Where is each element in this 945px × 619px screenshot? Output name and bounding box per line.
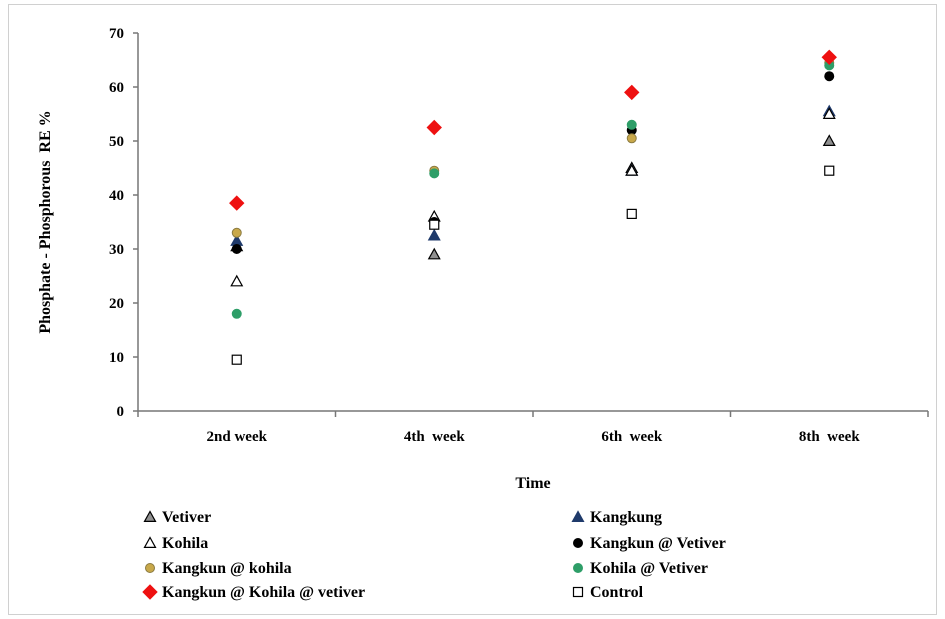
series-kangkun-vetiver bbox=[231, 71, 835, 254]
data-point bbox=[624, 84, 640, 101]
data-point bbox=[822, 107, 836, 120]
y-tick-label: 70 bbox=[109, 26, 124, 42]
data-point bbox=[626, 208, 637, 219]
legend-marker bbox=[143, 510, 157, 523]
legend-marker bbox=[571, 510, 585, 523]
data-point bbox=[824, 165, 835, 176]
x-axis-title: Time bbox=[515, 475, 550, 492]
data-point bbox=[429, 219, 440, 230]
legend-marker bbox=[572, 586, 584, 598]
legend-label: Kangkun @ Vetiver bbox=[590, 535, 726, 552]
legend: Vetiver Kangkung Kohila Kangkun @ Vetiver Ka… bbox=[142, 509, 726, 601]
legend-item: Kangkung bbox=[571, 509, 662, 526]
data-point bbox=[824, 71, 835, 82]
y-axis-title: Phosphate - Phosphorous RE % bbox=[37, 110, 54, 333]
x-tick-label: 2nd week bbox=[207, 429, 268, 445]
legend-item: Kangkun @ kohila bbox=[145, 560, 292, 577]
data-point bbox=[231, 227, 242, 238]
series-kohila-vetiver bbox=[231, 60, 835, 319]
axes: 0 10 20 30 40 50 60 70 2nd week 4th week 6th week 8… bbox=[109, 26, 929, 445]
data-point bbox=[229, 195, 245, 211]
data-point bbox=[625, 163, 639, 176]
legend-label: Control bbox=[590, 584, 644, 601]
legend-item: Vetiver bbox=[143, 509, 211, 526]
y-tick-label: 60 bbox=[109, 80, 124, 96]
series-kangkung bbox=[230, 104, 836, 246]
series-kangkun-kohila bbox=[231, 57, 835, 238]
data-point bbox=[626, 133, 637, 144]
x-tick-label: 4th week bbox=[404, 429, 465, 445]
data-point bbox=[231, 244, 242, 254]
data-point bbox=[427, 247, 441, 260]
data-point bbox=[821, 49, 837, 66]
y-tick-label: 20 bbox=[109, 296, 124, 312]
legend-item: Control bbox=[572, 584, 644, 601]
legend-label: Kangkun @ Kohila @ vetiver bbox=[162, 584, 365, 601]
legend-label: Vetiver bbox=[162, 509, 211, 526]
x-tick-label: 6th week bbox=[601, 429, 662, 445]
legend-item: Kangkun @ Vetiver bbox=[573, 535, 726, 552]
y-tick-label: 50 bbox=[109, 134, 124, 150]
y-tick-label: 30 bbox=[109, 242, 124, 258]
y-tick-label: 0 bbox=[117, 404, 125, 420]
legend-label: Kangkun @ kohila bbox=[162, 560, 292, 577]
data-point bbox=[429, 168, 440, 179]
legend-item: Kohila bbox=[143, 535, 208, 552]
y-tick-label: 40 bbox=[109, 188, 124, 204]
legend-marker bbox=[573, 538, 583, 548]
legend-marker bbox=[573, 563, 583, 573]
series-kohila bbox=[230, 107, 836, 287]
legend-label: Kangkung bbox=[590, 509, 662, 526]
data-point bbox=[822, 134, 836, 146]
x-tick-label: 8th week bbox=[799, 429, 860, 445]
series-control bbox=[231, 165, 835, 365]
chart-marks bbox=[229, 49, 837, 365]
legend-marker bbox=[143, 536, 157, 549]
data-point bbox=[427, 228, 441, 241]
data-point bbox=[231, 308, 242, 319]
data-point bbox=[626, 119, 637, 130]
series-kangkun-kohila-vetiver bbox=[229, 49, 837, 211]
data-point bbox=[231, 354, 242, 365]
chart-frame bbox=[8, 4, 937, 615]
legend-label: Kohila @ Vetiver bbox=[590, 560, 708, 577]
legend-item: Kangkun @ Kohila @ vetiver bbox=[142, 584, 365, 601]
series-vetiver bbox=[230, 134, 836, 260]
data-point bbox=[426, 119, 442, 136]
data-point bbox=[230, 274, 244, 287]
legend-marker bbox=[145, 563, 155, 573]
y-tick-label: 10 bbox=[109, 350, 124, 366]
legend-marker bbox=[142, 584, 158, 600]
legend-item: Kohila @ Vetiver bbox=[573, 560, 708, 577]
legend-label: Kohila bbox=[162, 535, 208, 552]
